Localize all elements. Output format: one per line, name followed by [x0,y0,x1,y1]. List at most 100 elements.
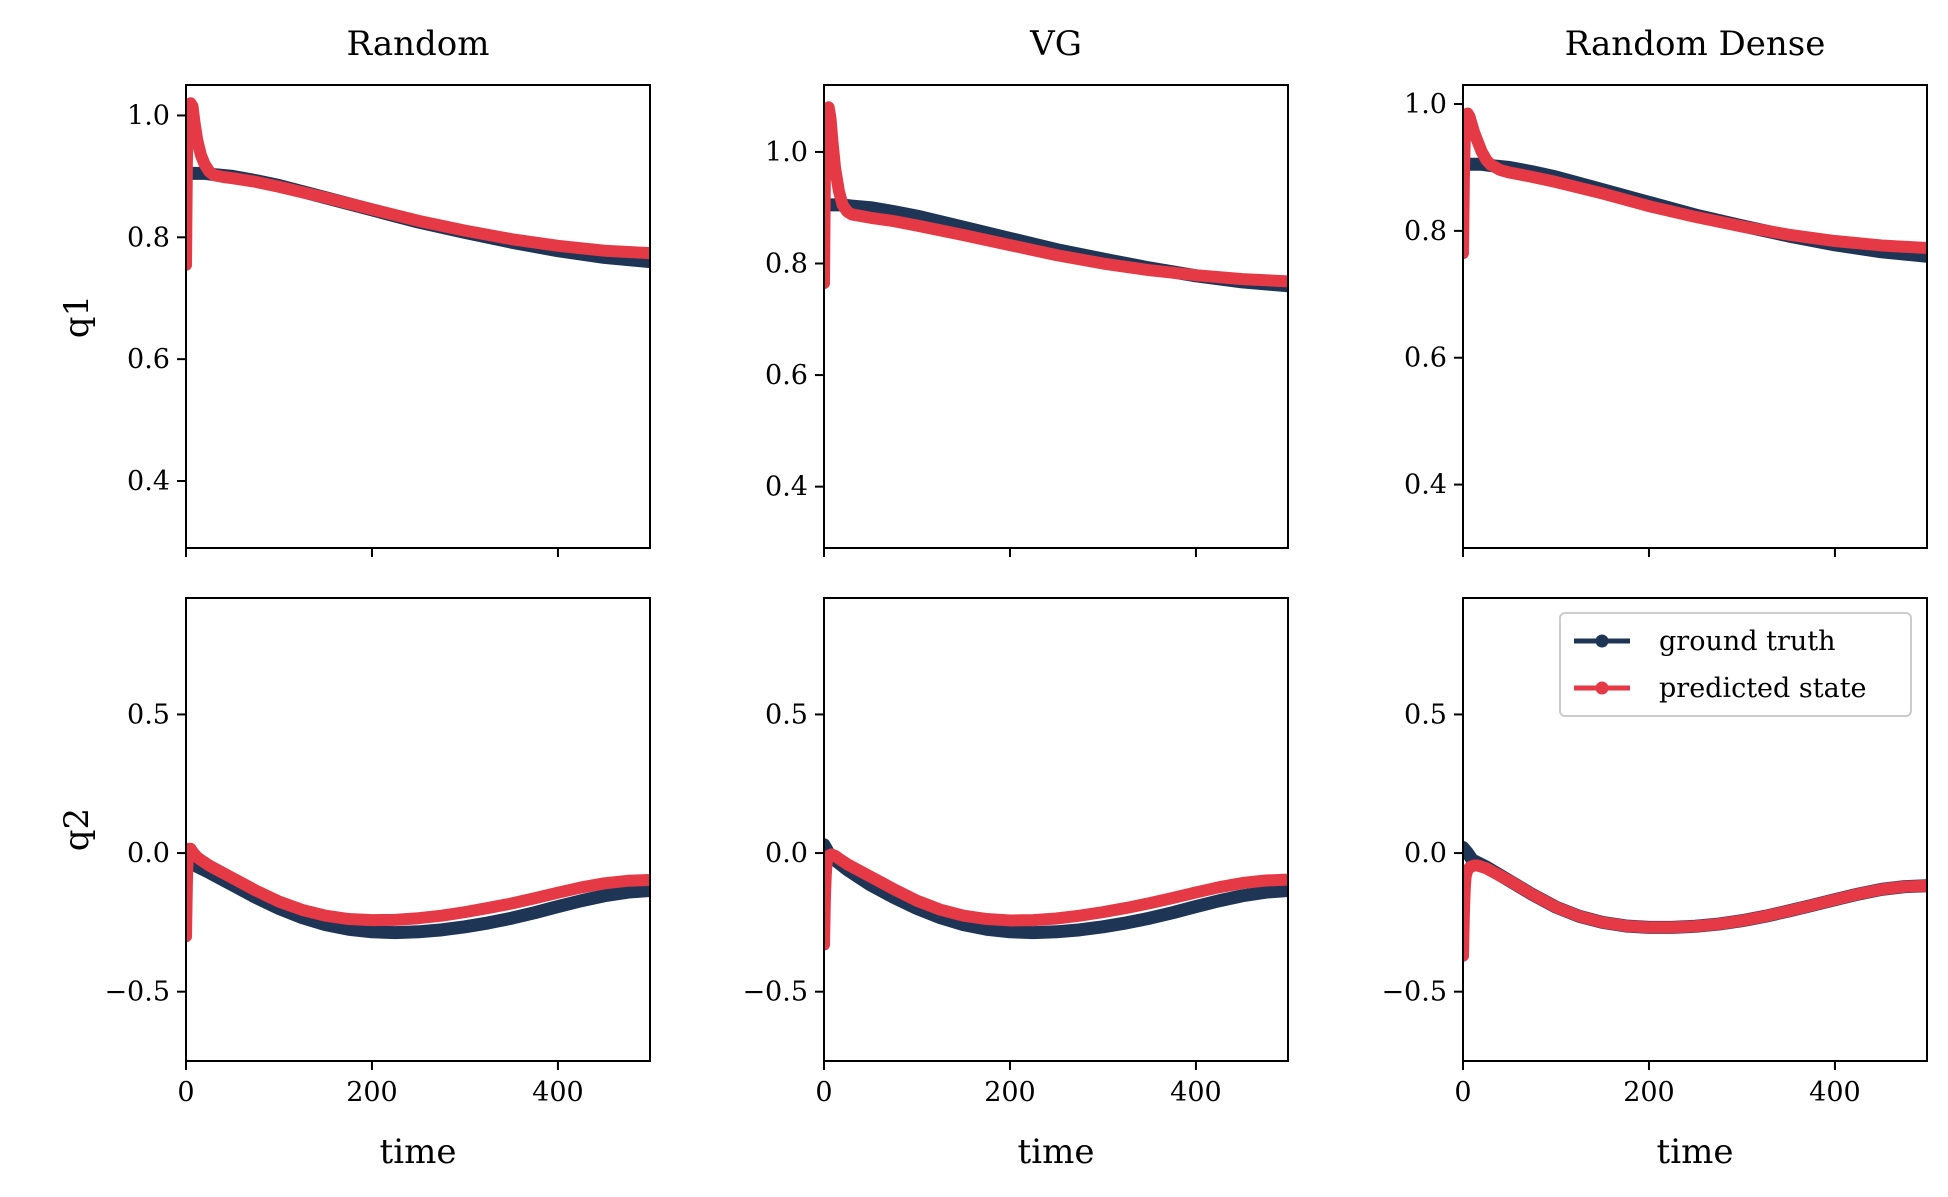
y-tick-label: 0.4 [765,472,808,503]
axes-frame [1462,597,1928,1062]
y-tick-label: 1.0 [765,137,808,168]
y-axis-label: q1 [57,295,97,338]
predicted-state-point [824,866,832,879]
predicted-state-point [186,152,193,165]
x-tick-label: 400 [532,1077,584,1108]
y-tick-label: 0.0 [127,838,170,869]
x-axis-label: time [1018,1132,1095,1172]
legend-marker [1595,681,1609,695]
y-tick-label: 0.4 [1404,470,1447,501]
y-tick-label: 0.5 [1404,699,1447,730]
axes-frame [823,84,1289,549]
x-tick-label: 0 [815,1077,832,1108]
predicted-state-point [1463,113,1472,126]
axes-frame [823,597,1289,1062]
ground-truth-point [1463,841,1469,854]
y-tick-label: −0.5 [742,977,808,1008]
predicted-state-point [186,258,192,271]
plot-area [186,97,650,271]
subplot-r1-c1: 0.4 0.6 0.8 1.0 Random q1 [57,24,651,557]
y-axis-label: q2 [57,808,97,851]
subplot-r2-c1: 0 200 400 −0.5 0.0 0.5 time q2 [57,597,651,1172]
x-tick-label: 200 [984,1077,1036,1108]
plot-area [824,838,1288,951]
plot-area [1463,841,1927,962]
subplot-grid: 0.4 0.6 0.8 1.0 Random q1 0.4 0.6 0.8 1.0 VG 0.4 0.6… [57,24,1928,1172]
subplot-r1-c3: 0.4 0.6 0.8 1.0 Random Dense [1404,24,1928,557]
plot-area [1463,107,1927,263]
predicted-state-point [824,118,832,131]
y-tick-label: 0.5 [765,699,808,730]
y-tick-label: 0.4 [127,466,170,497]
predicted-state-point [1463,247,1469,260]
y-tick-label: 1.0 [127,100,170,131]
subplot-r1-c2: 0.4 0.6 0.8 1.0 VG [765,24,1289,557]
predicted-state-point [1463,869,1472,882]
subplot-r2-c2: 0 200 400 −0.5 0.0 0.5 time [742,597,1289,1172]
x-tick-label: 200 [1623,1077,1675,1108]
plot-area [824,101,1288,293]
y-tick-label: 0.8 [1404,216,1447,247]
legend-label: predicted state [1659,673,1867,704]
x-axis-label: time [380,1132,457,1172]
predicted-state-point [824,162,831,175]
ground-truth-line [824,838,1288,940]
predicted-state-point [824,938,830,951]
y-tick-label: 0.0 [1404,838,1447,869]
subplot-title: Random [346,24,489,64]
axes-frame [1462,84,1928,549]
legend-entry: predicted state [1574,673,1867,704]
y-tick-label: 0.6 [127,344,170,375]
y-tick-label: 0.0 [765,838,808,869]
legend-marker [1595,634,1609,648]
y-tick-label: 0.5 [127,699,170,730]
x-tick-label: 200 [346,1077,398,1108]
y-tick-label: −0.5 [104,977,170,1008]
predicted-state-line [186,97,650,271]
predicted-state-line [1463,107,1927,260]
legend-frame [1559,612,1912,717]
x-tick-label: 0 [1454,1077,1471,1108]
y-tick-label: 0.8 [127,222,170,253]
legend: ground truth predicted state [1559,612,1912,717]
predicted-state-line [1463,859,1927,962]
predicted-state-point [186,842,195,855]
legend-label: ground truth [1659,626,1835,657]
axes-frame [185,597,651,1062]
predicted-state-line [186,842,650,943]
axes-frame [185,84,651,549]
predicted-state-line [824,101,1288,290]
ground-truth-line [1463,841,1927,934]
ground-truth-point [824,838,830,851]
y-tick-label: 1.0 [1404,89,1447,120]
predicted-state-point [824,104,833,117]
x-axis-label: time [1657,1132,1734,1172]
subplot-title: VG [1029,24,1082,64]
legend-entry: ground truth [1574,626,1835,657]
subplot-r2-c3: 0 200 400 −0.5 0.0 0.5 time [1381,597,1928,1172]
predicted-state-point [1463,949,1469,962]
predicted-state-point [1463,905,1470,918]
y-tick-label: 0.8 [765,249,808,280]
predicted-state-point [186,103,195,116]
predicted-state-point [186,930,192,943]
x-tick-label: 400 [1809,1077,1861,1108]
predicted-state-point [1463,129,1471,142]
predicted-state-point [824,855,833,868]
plot-area [186,842,650,943]
predicted-state-point [1463,167,1470,180]
predicted-state-point [1463,880,1471,893]
predicted-state-line [824,848,1288,951]
ground-truth-line [186,854,650,940]
predicted-state-point [824,277,830,290]
y-tick-label: −0.5 [1381,977,1447,1008]
predicted-state-point [186,874,193,887]
subplot-title: Random Dense [1565,24,1826,64]
y-tick-label: 0.6 [765,360,808,391]
predicted-state-point [186,115,194,128]
x-tick-label: 400 [1170,1077,1222,1108]
y-tick-label: 0.6 [1404,343,1447,374]
x-tick-label: 0 [177,1077,194,1108]
predicted-state-point [824,891,831,904]
